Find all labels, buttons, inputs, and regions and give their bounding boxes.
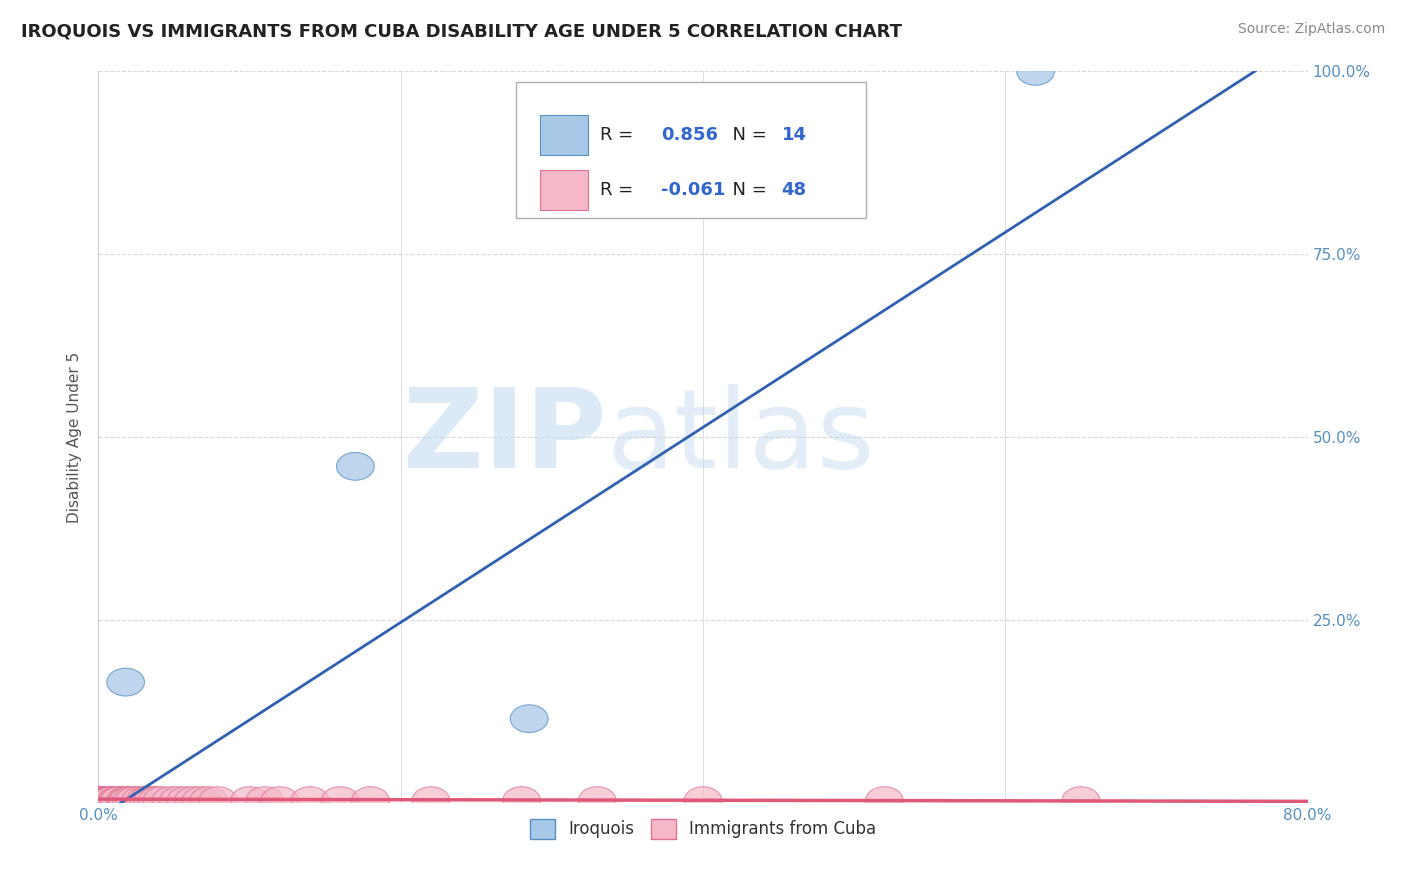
- Ellipse shape: [336, 452, 374, 480]
- Y-axis label: Disability Age Under 5: Disability Age Under 5: [67, 351, 83, 523]
- Ellipse shape: [1062, 787, 1099, 814]
- Ellipse shape: [352, 787, 389, 814]
- Ellipse shape: [87, 787, 125, 814]
- Ellipse shape: [89, 787, 127, 814]
- Ellipse shape: [84, 787, 122, 814]
- Ellipse shape: [190, 787, 228, 814]
- Ellipse shape: [231, 787, 269, 814]
- Text: ZIP: ZIP: [404, 384, 606, 491]
- Ellipse shape: [84, 787, 122, 814]
- Ellipse shape: [198, 787, 236, 814]
- Ellipse shape: [412, 787, 450, 814]
- Ellipse shape: [90, 787, 128, 814]
- Ellipse shape: [115, 787, 153, 814]
- Ellipse shape: [91, 787, 129, 814]
- Ellipse shape: [84, 787, 122, 814]
- Ellipse shape: [100, 787, 136, 814]
- Ellipse shape: [129, 787, 167, 814]
- Ellipse shape: [90, 787, 128, 814]
- Ellipse shape: [866, 787, 903, 814]
- Ellipse shape: [89, 787, 127, 814]
- Ellipse shape: [152, 787, 190, 814]
- Ellipse shape: [97, 787, 135, 814]
- Ellipse shape: [138, 787, 176, 814]
- Ellipse shape: [503, 787, 540, 814]
- Ellipse shape: [90, 787, 128, 814]
- Ellipse shape: [174, 787, 212, 814]
- Text: 48: 48: [782, 181, 807, 199]
- Ellipse shape: [578, 787, 616, 814]
- Ellipse shape: [1017, 57, 1054, 86]
- Ellipse shape: [112, 787, 150, 814]
- Ellipse shape: [91, 787, 129, 814]
- Ellipse shape: [685, 787, 721, 814]
- Ellipse shape: [134, 787, 172, 814]
- Ellipse shape: [84, 787, 122, 814]
- Ellipse shape: [84, 787, 122, 814]
- Text: N =: N =: [721, 126, 773, 144]
- Text: Source: ZipAtlas.com: Source: ZipAtlas.com: [1237, 22, 1385, 37]
- Ellipse shape: [160, 787, 197, 814]
- Text: IROQUOIS VS IMMIGRANTS FROM CUBA DISABILITY AGE UNDER 5 CORRELATION CHART: IROQUOIS VS IMMIGRANTS FROM CUBA DISABIL…: [21, 22, 903, 40]
- Ellipse shape: [101, 787, 138, 814]
- Text: 0.856: 0.856: [661, 126, 717, 144]
- Text: atlas: atlas: [606, 384, 875, 491]
- Ellipse shape: [183, 787, 221, 814]
- Ellipse shape: [143, 787, 181, 814]
- Text: R =: R =: [600, 181, 640, 199]
- Ellipse shape: [86, 787, 124, 814]
- Ellipse shape: [84, 787, 122, 814]
- Ellipse shape: [91, 787, 129, 814]
- Ellipse shape: [127, 787, 165, 814]
- Ellipse shape: [246, 787, 284, 814]
- FancyBboxPatch shape: [540, 170, 588, 211]
- Ellipse shape: [86, 787, 124, 814]
- Ellipse shape: [510, 705, 548, 732]
- Text: N =: N =: [721, 181, 773, 199]
- Ellipse shape: [291, 787, 329, 814]
- Ellipse shape: [86, 787, 124, 814]
- Ellipse shape: [108, 787, 146, 814]
- FancyBboxPatch shape: [540, 115, 588, 155]
- Text: -0.061: -0.061: [661, 181, 725, 199]
- Ellipse shape: [107, 787, 145, 814]
- Ellipse shape: [86, 787, 124, 814]
- Ellipse shape: [322, 787, 359, 814]
- Ellipse shape: [86, 787, 124, 814]
- Ellipse shape: [110, 787, 148, 814]
- Text: R =: R =: [600, 126, 645, 144]
- FancyBboxPatch shape: [516, 82, 866, 218]
- Ellipse shape: [84, 787, 122, 814]
- Ellipse shape: [122, 787, 160, 814]
- Ellipse shape: [84, 787, 122, 814]
- Text: 14: 14: [782, 126, 807, 144]
- Ellipse shape: [89, 787, 127, 814]
- Legend: Iroquois, Immigrants from Cuba: Iroquois, Immigrants from Cuba: [523, 812, 883, 846]
- Ellipse shape: [167, 787, 205, 814]
- Ellipse shape: [107, 668, 145, 696]
- Ellipse shape: [262, 787, 298, 814]
- Ellipse shape: [86, 787, 124, 814]
- Ellipse shape: [93, 787, 131, 814]
